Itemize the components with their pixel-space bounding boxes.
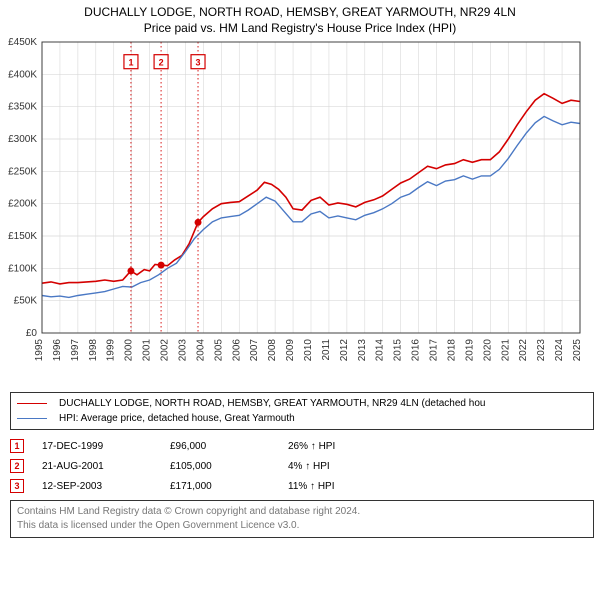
marker-date: 21-AUG-2001: [42, 461, 152, 472]
marker-date: 17-DEC-1999: [42, 441, 152, 452]
marker-delta: 4% ↑ HPI: [288, 461, 378, 472]
x-tick-label: 2013: [357, 339, 368, 362]
x-tick-label: 2015: [393, 339, 404, 362]
chart: £0 £50K £100K £150K £200K £250K £300K £350K £400…: [0, 38, 600, 388]
x-tick-label: 2022: [518, 339, 529, 362]
x-tick-label: 1996: [52, 339, 63, 362]
marker-table-row: 3 12-SEP-2003 £171,000 11% ↑ HPI: [10, 476, 594, 496]
y-tick-label: £50K: [14, 296, 38, 307]
x-tick-label: 2010: [303, 339, 314, 362]
y-tick-label: £0: [26, 328, 38, 339]
marker-date: 12-SEP-2003: [42, 481, 152, 492]
x-tick-label: 2000: [124, 339, 135, 362]
x-tick-label: 2012: [339, 339, 350, 362]
title-line2: Price paid vs. HM Land Registry's House …: [8, 20, 592, 36]
legend-row: DUCHALLY LODGE, NORTH ROAD, HEMSBY, GREA…: [17, 396, 587, 411]
x-tick-label: 2025: [572, 339, 583, 362]
x-tick-label: 2023: [536, 339, 547, 362]
footer-line1: Contains HM Land Registry data © Crown c…: [17, 505, 587, 519]
x-tick-label: 2017: [429, 339, 440, 362]
marker-price: £96,000: [170, 441, 270, 452]
x-tick-label: 2019: [464, 339, 475, 362]
x-tick-label: 2020: [482, 339, 493, 362]
y-tick-label: £300K: [8, 134, 37, 145]
x-tick-label: 2008: [267, 339, 278, 362]
legend-swatch: [17, 403, 47, 404]
x-tick-label: 2005: [213, 339, 224, 362]
footer: Contains HM Land Registry data © Crown c…: [10, 500, 594, 538]
marker-badge-text: 3: [196, 58, 201, 68]
legend-label: DUCHALLY LODGE, NORTH ROAD, HEMSBY, GREA…: [59, 396, 485, 411]
x-tick-label: 2024: [554, 339, 565, 362]
marker-table-badge: 2: [10, 459, 24, 473]
marker-dot: [158, 262, 165, 269]
x-tick-label: 2018: [446, 339, 457, 362]
marker-dot: [195, 219, 202, 226]
title-line1: DUCHALLY LODGE, NORTH ROAD, HEMSBY, GREA…: [8, 4, 592, 20]
chart-svg: £0 £50K £100K £150K £200K £250K £300K £350K £400…: [0, 38, 586, 383]
y-tick-label: £200K: [8, 199, 37, 210]
x-tick-label: 1998: [88, 339, 99, 362]
marker-delta: 26% ↑ HPI: [288, 441, 378, 452]
legend-row: HPI: Average price, detached house, Grea…: [17, 411, 587, 426]
x-tick-label: 2016: [411, 339, 422, 362]
marker-price: £105,000: [170, 461, 270, 472]
marker-badge-text: 1: [128, 58, 133, 68]
x-tick-label: 1999: [106, 339, 117, 362]
marker-delta: 11% ↑ HPI: [288, 481, 378, 492]
y-tick-label: £250K: [8, 167, 37, 178]
x-tick-label: 2002: [160, 339, 171, 362]
x-tick-label: 2007: [249, 339, 260, 362]
y-tick-label: £100K: [8, 264, 37, 275]
x-tick-label: 2014: [375, 339, 386, 362]
x-tick-label: 2001: [142, 339, 153, 362]
legend-label: HPI: Average price, detached house, Grea…: [59, 411, 295, 426]
marker-badge-text: 2: [159, 58, 164, 68]
x-tick-label: 2021: [500, 339, 511, 362]
x-tick-label: 2011: [321, 339, 332, 361]
marker-table-badge: 3: [10, 479, 24, 493]
x-tick-label: 2004: [195, 339, 206, 362]
y-tick-label: £400K: [8, 70, 37, 81]
y-tick-label: £450K: [8, 38, 37, 48]
x-tick-label: 1997: [70, 339, 81, 362]
marker-dot: [127, 268, 134, 275]
x-tick-label: 2009: [285, 339, 296, 362]
x-tick-label: 1995: [34, 339, 45, 362]
marker-table-badge: 1: [10, 439, 24, 453]
marker-table-row: 2 21-AUG-2001 £105,000 4% ↑ HPI: [10, 456, 594, 476]
legend-swatch: [17, 418, 47, 419]
footer-line2: This data is licensed under the Open Gov…: [17, 519, 587, 533]
y-tick-label: £350K: [8, 102, 37, 113]
legend: DUCHALLY LODGE, NORTH ROAD, HEMSBY, GREA…: [10, 392, 594, 430]
marker-table-row: 1 17-DEC-1999 £96,000 26% ↑ HPI: [10, 436, 594, 456]
x-tick-label: 2003: [177, 339, 188, 362]
y-tick-label: £150K: [8, 231, 37, 242]
x-tick-label: 2006: [231, 339, 242, 362]
marker-price: £171,000: [170, 481, 270, 492]
marker-table: 1 17-DEC-1999 £96,000 26% ↑ HPI 2 21-AUG-2001…: [10, 436, 594, 496]
